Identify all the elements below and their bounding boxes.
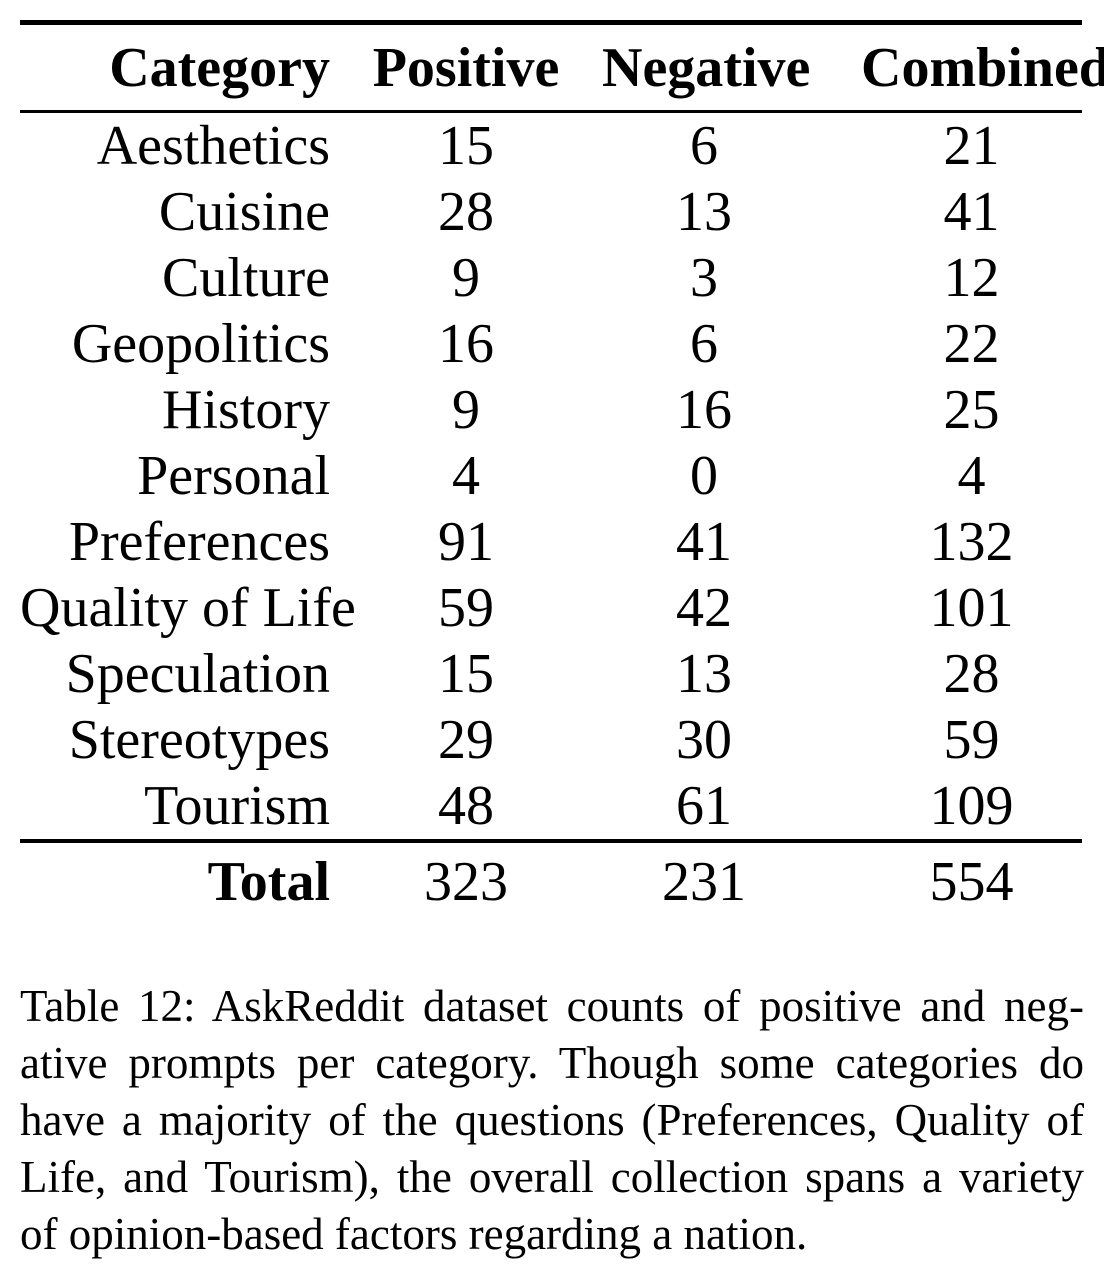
combined-cell: 41 [943,181,1000,243]
positive-cell: 48 [438,775,494,837]
table-row: Geopolitics 16 6 22 [20,311,1082,377]
total-negative-cell: 231 [602,839,806,920]
negative-cell: 3 [690,247,718,309]
positive-cell: 9 [452,247,480,309]
positive-cell: 29 [438,709,494,771]
category-cell: Personal [137,445,330,507]
table-caption: Table 12: AskReddit dataset counts of po… [20,978,1084,1263]
caption-line: Life, and Tourism), the overall collecti… [20,1152,1084,1202]
category-cell: Cuisine [158,181,330,243]
category-cell: History [162,379,330,441]
negative-cell: 6 [690,313,718,375]
combined-cell: 132 [929,511,1014,573]
positive-cell: 15 [438,643,494,705]
positive-cell: 16 [438,313,494,375]
negative-cell: 13 [676,181,732,243]
combined-cell: 25 [943,379,1000,441]
combined-cell: 4 [957,445,986,507]
negative-cell: 42 [676,577,732,639]
column-header-category: Category [20,22,330,113]
table-row: Culture 9 3 12 [20,245,1082,311]
negative-cell: 0 [690,445,718,507]
header-row: Category Positive Negative Combined [20,22,1104,113]
negative-cell: 30 [676,709,732,771]
table-row: Cuisine 28 13 41 [20,179,1082,245]
category-cell: Preferences [68,511,330,573]
category-cell: Culture [162,247,330,309]
table-row: Aesthetics 15 6 21 [20,112,1082,180]
table-row: Personal 4 0 4 [20,443,1082,509]
table-row: Speculation 15 13 28 [20,641,1082,707]
combined-cell: 59 [943,709,1000,771]
total-positive-cell: 323 [330,839,602,920]
table-row: Quality of Life 59 42 101 [20,575,1082,641]
caption-line: of opinion-based factors regarding a nat… [20,1209,808,1259]
combined-cell: 22 [943,313,1000,375]
negative-cell: 13 [676,643,732,705]
category-cell: Aesthetics [96,115,330,177]
caption-line: Table 12: AskReddit dataset counts of po… [20,981,1084,1031]
table-row: History 9 16 25 [20,377,1082,443]
combined-cell: 101 [929,577,1014,639]
positive-cell: 59 [438,577,494,639]
table-row: Stereotypes 29 30 59 [20,707,1082,773]
table-row: Preferences 91 41 132 [20,509,1082,575]
combined-cell: 12 [943,247,1000,309]
positive-cell: 4 [452,445,480,507]
dataset-counts-table: Category Positive Negative Combined Aest… [20,20,1104,920]
column-header-negative: Negative [602,22,810,113]
total-combined-cell: 554 [806,839,1082,920]
column-header-combined: Combined [806,22,1104,113]
category-cell: Stereotypes [68,709,330,771]
caption-line: ative prompts per category. Though some … [20,1038,1084,1088]
table-row: Tourism 48 61 109 [20,773,1082,841]
combined-cell: 109 [929,775,1014,837]
negative-cell: 61 [676,775,732,837]
category-cell: Tourism [144,775,330,837]
positive-cell: 9 [452,379,480,441]
negative-cell: 6 [690,115,718,177]
category-cell: Geopolitics [71,313,330,375]
caption-line: have a majority of the questions (Prefer… [20,1095,1084,1145]
combined-cell: 28 [943,643,1000,705]
total-row: Total 323 231 554 [20,839,1082,920]
positive-cell: 91 [438,511,494,573]
negative-cell: 41 [676,511,732,573]
positive-cell: 15 [438,115,494,177]
category-cell: Speculation [65,643,330,705]
category-cell: Quality of Life [20,577,356,639]
negative-cell: 16 [676,379,732,441]
total-label: Total [20,839,330,920]
combined-cell: 21 [943,115,1000,177]
column-header-positive: Positive [330,22,602,113]
positive-cell: 28 [438,181,494,243]
